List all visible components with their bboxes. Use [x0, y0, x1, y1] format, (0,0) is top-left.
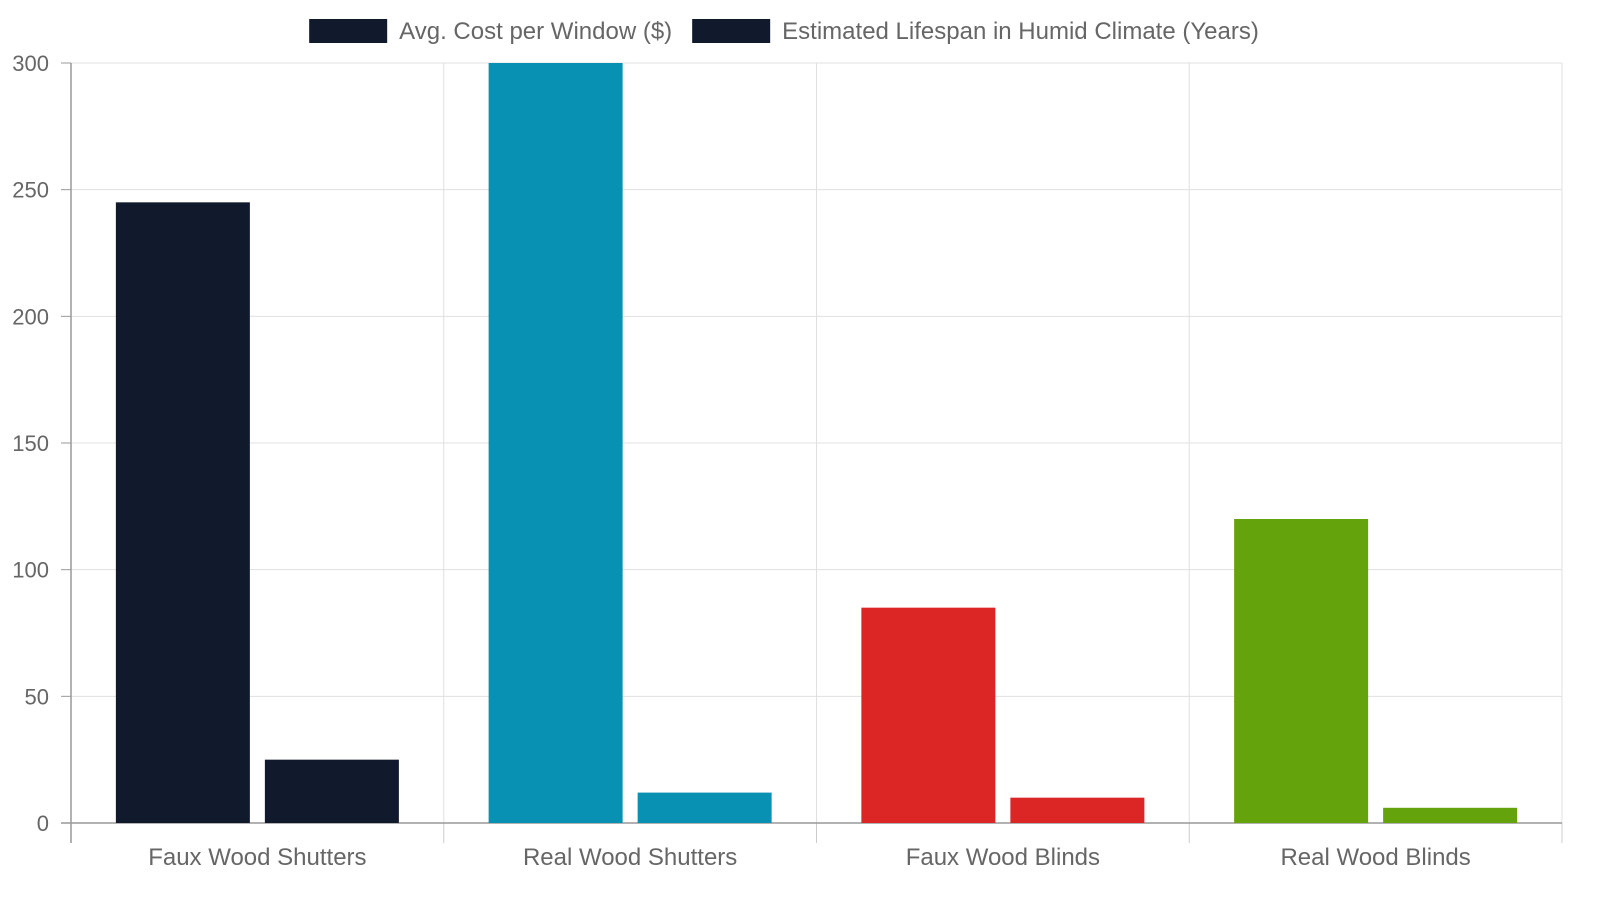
y-tick-label: 250 [12, 178, 49, 203]
y-tick-label: 50 [25, 684, 49, 709]
legend-label-cost: Avg. Cost per Window ($) [399, 18, 672, 45]
bar-lifespan-0 [264, 759, 399, 823]
bar-lifespan-1 [637, 792, 772, 823]
x-category-labels: Faux Wood Shutters Real Wood Shutters Faux… [148, 844, 1471, 871]
bar-cost-0 [115, 202, 250, 824]
bar-cost-2 [861, 607, 996, 823]
legend-swatch-lifespan [692, 19, 771, 43]
y-tick-labels: 0 50 100 150 200 250 300 [12, 51, 49, 836]
x-category-label: Faux Wood Shutters [148, 844, 366, 871]
y-tick-label: 100 [12, 558, 49, 583]
bar-cost-1 [488, 63, 623, 823]
bar-lifespan-3 [1383, 807, 1518, 823]
bar-cost-3 [1234, 519, 1369, 823]
y-tick-label: 200 [12, 304, 49, 329]
y-tick-label: 150 [12, 431, 49, 456]
legend-label-lifespan: Estimated Lifespan in Humid Climate (Yea… [782, 18, 1259, 45]
bars-layer [115, 63, 1518, 824]
x-category-label: Real Wood Shutters [523, 844, 737, 871]
bar-lifespan-2 [1010, 797, 1145, 823]
grid-layer [71, 62, 1563, 823]
legend-swatch-cost [309, 19, 388, 43]
x-category-label: Faux Wood Blinds [906, 844, 1100, 871]
y-tick-label: 300 [12, 51, 49, 76]
legend: Avg. Cost per Window ($) Estimated Lifes… [309, 18, 1259, 45]
y-tick-label: 0 [37, 811, 49, 836]
x-category-label: Real Wood Blinds [1280, 844, 1470, 871]
